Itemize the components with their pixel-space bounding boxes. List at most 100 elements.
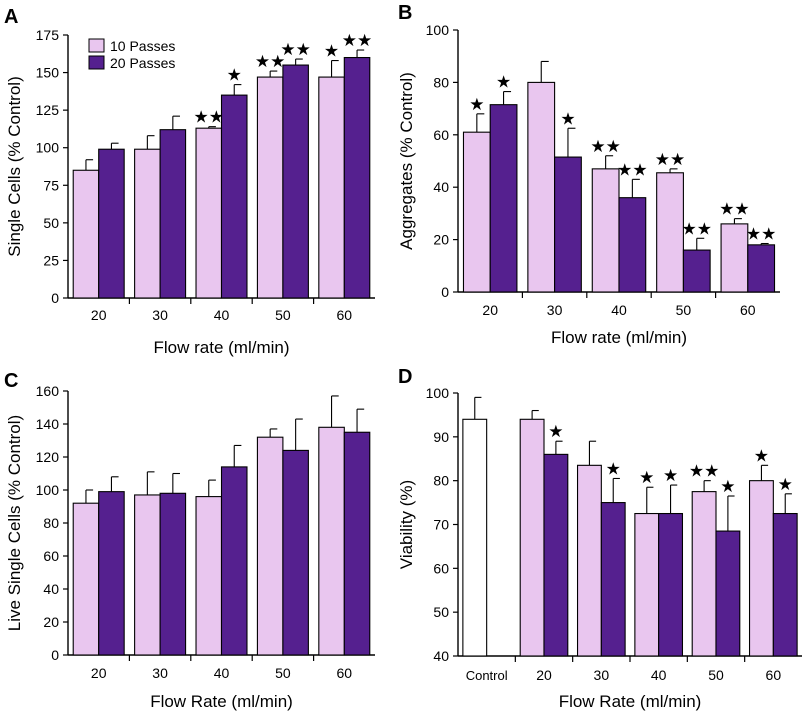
bar-10-passes bbox=[720, 223, 749, 293]
bar-10-passes bbox=[691, 491, 717, 657]
y-tick-label: 60 bbox=[43, 548, 59, 564]
panel-b: B 0 20 40 60 80 100 Aggregates (% Control) Flow … bbox=[397, 2, 780, 347]
bar-control bbox=[462, 418, 488, 657]
significance-star: ★★ bbox=[682, 219, 712, 238]
bar-20-passes bbox=[159, 492, 187, 656]
bar-10-passes bbox=[134, 148, 161, 299]
significance-star: ★★ bbox=[746, 225, 776, 244]
significance-star: ★★ bbox=[280, 40, 310, 59]
x-tick-label: 60 bbox=[740, 302, 756, 318]
y-tick-label: 80 bbox=[433, 473, 449, 489]
y-tick-label: 175 bbox=[36, 27, 60, 43]
bar-10-passes bbox=[195, 127, 223, 299]
panel-letter: A bbox=[4, 6, 18, 28]
y-tick-label: 150 bbox=[36, 65, 60, 81]
y-tick-label: 60 bbox=[433, 560, 449, 576]
bar-10-passes bbox=[634, 512, 660, 657]
x-tick-label: 30 bbox=[152, 307, 168, 323]
significance-star: ★★ bbox=[342, 31, 372, 50]
y-axis-label: Single Cells (% Control) bbox=[5, 76, 24, 256]
x-tick-label: 30 bbox=[547, 302, 563, 318]
significance-star: ★ bbox=[227, 66, 242, 85]
significance-star: ★ bbox=[560, 109, 575, 128]
x-tick-label: 20 bbox=[482, 302, 498, 318]
x-tick-label: 50 bbox=[275, 307, 291, 323]
significance-star: ★ bbox=[496, 73, 511, 92]
x-tick-label: 40 bbox=[214, 307, 230, 323]
bar-10-passes bbox=[318, 76, 345, 299]
y-tick-label: 75 bbox=[43, 177, 59, 193]
significance-star: ★★ bbox=[655, 150, 685, 169]
y-tick-label: 20 bbox=[433, 232, 449, 248]
x-tick-label: 20 bbox=[91, 307, 107, 323]
y-tick-label: 160 bbox=[36, 383, 60, 399]
significance-star: ★★ bbox=[590, 137, 620, 156]
y-tick-label: 40 bbox=[433, 179, 449, 195]
y-tick-label: 140 bbox=[36, 416, 60, 432]
significance-star: ★ bbox=[778, 475, 793, 494]
panel-a: A 0 25 50 75 100 125 150 175 Single Cells (% Cont… bbox=[4, 6, 375, 357]
bar-10-passes bbox=[72, 169, 100, 299]
bar-20-passes bbox=[682, 249, 711, 293]
bar-20-passes bbox=[159, 129, 187, 299]
bar-20-passes bbox=[747, 244, 776, 293]
bar-10-passes bbox=[519, 418, 545, 657]
bar-20-passes bbox=[600, 502, 626, 657]
significance-star: ★★ bbox=[194, 108, 224, 127]
y-tick-label: 100 bbox=[36, 482, 60, 498]
bar-20-passes bbox=[343, 56, 371, 299]
bar-20-passes bbox=[772, 512, 798, 657]
bar-20-passes bbox=[220, 466, 248, 656]
bar-20-passes bbox=[489, 104, 518, 293]
y-axis-label: Live Single Cells (% Control) bbox=[5, 415, 24, 631]
bar-10-passes bbox=[576, 464, 602, 657]
x-axis-label: Flow rate (ml/min) bbox=[153, 338, 289, 357]
significance-star: ★ bbox=[754, 446, 769, 465]
x-tick-label: Control bbox=[466, 668, 508, 683]
y-axis-label: Aggregates (% Control) bbox=[397, 72, 416, 250]
x-tick-label: 30 bbox=[152, 665, 168, 681]
bar-10-passes bbox=[748, 480, 774, 657]
significance-star: ★ bbox=[606, 459, 621, 478]
significance-star: ★ bbox=[324, 42, 339, 61]
x-tick-label: 50 bbox=[676, 302, 692, 318]
y-tick-label: 0 bbox=[51, 290, 59, 306]
y-tick-label: 60 bbox=[433, 127, 449, 143]
y-tick-label: 80 bbox=[43, 515, 59, 531]
significance-star: ★ bbox=[663, 466, 678, 485]
y-tick-label: 40 bbox=[43, 581, 59, 597]
x-tick-label: 30 bbox=[594, 667, 610, 683]
panel-letter: D bbox=[398, 366, 412, 388]
x-tick-label: 40 bbox=[214, 665, 230, 681]
x-tick-label: 50 bbox=[708, 667, 724, 683]
bar-10-passes bbox=[134, 494, 161, 656]
y-tick-label: 0 bbox=[441, 284, 449, 300]
y-tick-label: 125 bbox=[36, 102, 60, 118]
legend-swatch bbox=[88, 55, 105, 70]
bar-10-passes bbox=[656, 172, 684, 293]
panel-letter: C bbox=[4, 370, 18, 392]
y-axis-label: Viability (%) bbox=[397, 480, 416, 569]
significance-star: ★ bbox=[548, 422, 563, 441]
x-tick-label: 20 bbox=[536, 667, 552, 683]
bar-10-passes bbox=[72, 502, 100, 656]
y-tick-label: 100 bbox=[426, 385, 450, 401]
x-tick-label: 60 bbox=[337, 307, 353, 323]
bar-20-passes bbox=[98, 491, 125, 656]
y-tick-label: 50 bbox=[433, 604, 449, 620]
bar-10-passes bbox=[256, 76, 284, 299]
x-tick-label: 20 bbox=[91, 665, 107, 681]
bar-20-passes bbox=[618, 197, 647, 293]
y-tick-label: 40 bbox=[433, 648, 449, 664]
x-axis-label: Flow Rate (ml/min) bbox=[559, 692, 702, 711]
x-tick-label: 40 bbox=[611, 302, 627, 318]
bar-10-passes bbox=[256, 436, 284, 656]
bar-10-passes bbox=[591, 168, 620, 293]
bar-20-passes bbox=[220, 94, 248, 299]
bar-10-passes bbox=[195, 496, 223, 656]
legend-label: 10 Passes bbox=[110, 38, 175, 54]
bar-20-passes bbox=[554, 156, 582, 293]
significance-star: ★ bbox=[720, 477, 735, 496]
bar-10-passes bbox=[318, 426, 345, 656]
